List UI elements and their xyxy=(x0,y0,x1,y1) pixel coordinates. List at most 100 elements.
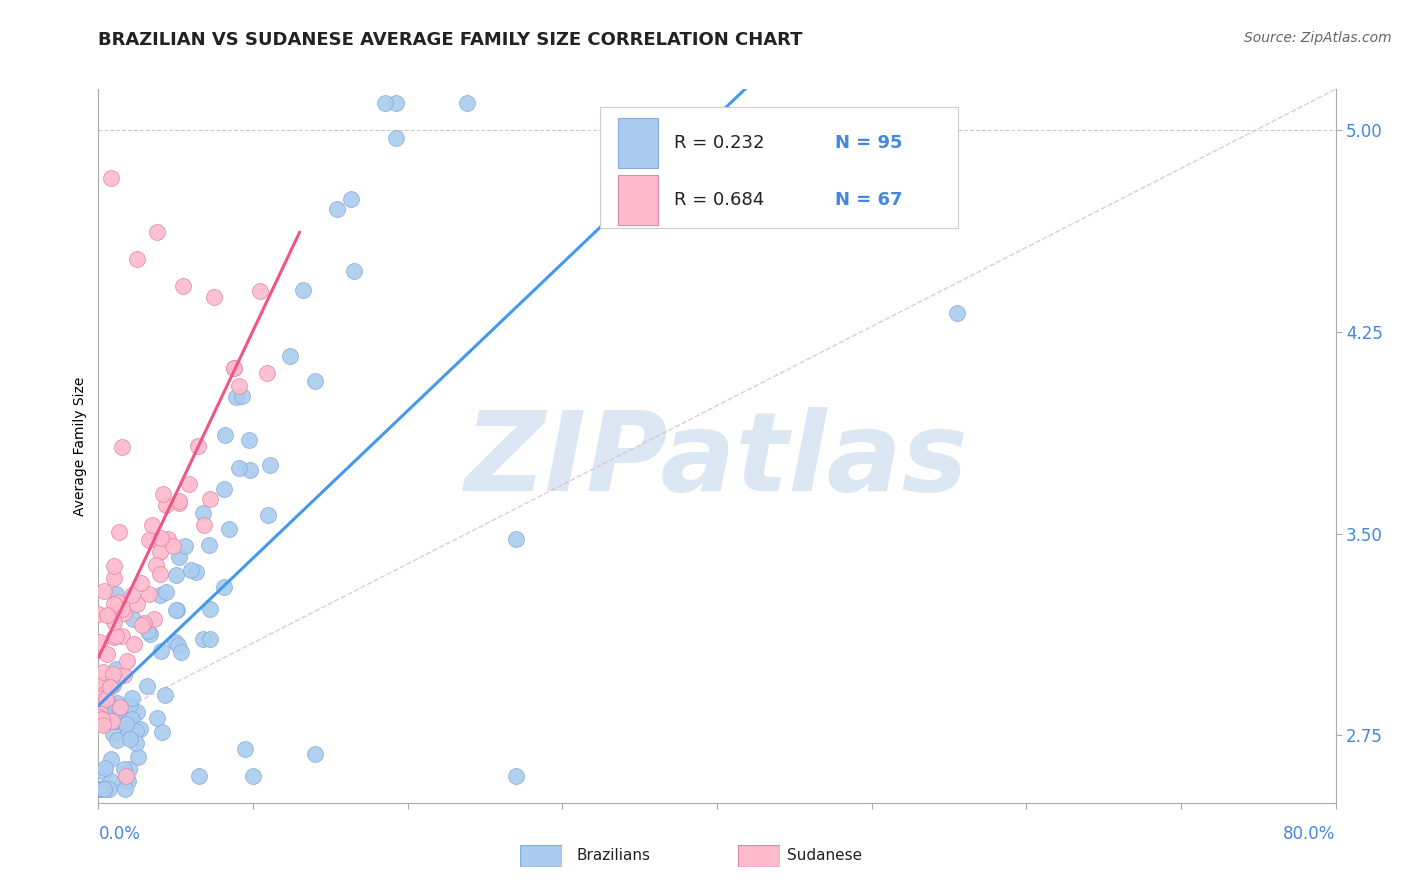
Point xyxy=(120,731,142,746)
Point xyxy=(96,782,118,797)
Point xyxy=(165,568,187,582)
Point xyxy=(96,647,118,661)
Point xyxy=(87,710,110,724)
Point xyxy=(214,580,236,594)
Text: BRAZILIAN VS SUDANESE AVERAGE FAMILY SIZE CORRELATION CHART: BRAZILIAN VS SUDANESE AVERAGE FAMILY SIZ… xyxy=(98,31,803,49)
Point xyxy=(149,588,172,602)
Point xyxy=(233,742,257,756)
Point xyxy=(96,692,118,706)
Point xyxy=(188,769,211,783)
Point xyxy=(145,558,167,573)
Point xyxy=(112,606,135,620)
Point xyxy=(326,202,349,217)
Point xyxy=(163,635,186,649)
Point xyxy=(118,762,141,776)
Point xyxy=(112,667,135,681)
Text: 80.0%: 80.0% xyxy=(1284,825,1336,843)
Point xyxy=(505,769,527,783)
Point xyxy=(125,724,148,739)
Point xyxy=(104,587,127,601)
Point xyxy=(101,727,124,741)
Point xyxy=(138,533,160,548)
Point xyxy=(291,283,314,297)
Point xyxy=(107,595,129,609)
Point xyxy=(228,379,250,393)
Point xyxy=(186,439,208,453)
Point xyxy=(179,477,201,491)
Point xyxy=(121,588,143,602)
Point xyxy=(91,688,114,702)
Point xyxy=(385,95,408,110)
Point xyxy=(200,602,222,616)
Point xyxy=(100,773,122,788)
Point xyxy=(200,491,222,506)
Point xyxy=(214,427,236,442)
Point xyxy=(103,706,125,721)
Point xyxy=(149,567,172,582)
Point xyxy=(91,782,114,797)
Text: Sudanese: Sudanese xyxy=(787,848,862,863)
Point xyxy=(204,289,226,303)
Point xyxy=(93,584,115,599)
Point xyxy=(104,662,127,676)
Point xyxy=(224,361,246,376)
Point xyxy=(167,494,190,508)
Point xyxy=(112,762,135,776)
Point xyxy=(89,782,111,797)
Point xyxy=(256,366,278,380)
Point xyxy=(103,571,125,585)
Point xyxy=(89,634,111,648)
Point xyxy=(125,736,148,750)
Point xyxy=(87,691,110,706)
Point xyxy=(87,607,110,621)
Point xyxy=(191,632,214,646)
Point xyxy=(114,782,136,797)
Point xyxy=(186,565,208,579)
Point xyxy=(111,602,134,616)
Point xyxy=(150,531,173,545)
Point xyxy=(135,679,157,693)
Point xyxy=(170,645,193,659)
FancyBboxPatch shape xyxy=(619,118,658,168)
Point xyxy=(104,714,127,729)
Point xyxy=(93,764,115,779)
Point xyxy=(121,612,143,626)
Point xyxy=(90,677,112,691)
Point xyxy=(145,710,167,724)
Point xyxy=(173,539,195,553)
Text: Brazilians: Brazilians xyxy=(576,848,651,863)
Point xyxy=(180,563,202,577)
Point xyxy=(242,769,264,783)
Point xyxy=(127,705,149,719)
Point xyxy=(129,722,152,736)
Point xyxy=(118,710,141,724)
Text: N = 67: N = 67 xyxy=(835,191,903,209)
Point xyxy=(97,782,120,797)
Point xyxy=(136,624,159,639)
Point xyxy=(115,716,138,731)
Point xyxy=(98,680,121,694)
Point xyxy=(304,374,326,388)
Point xyxy=(100,752,122,766)
Point xyxy=(111,441,132,455)
Point xyxy=(107,668,129,682)
Point xyxy=(259,458,281,472)
Point xyxy=(165,602,187,616)
Point xyxy=(96,703,118,717)
Point xyxy=(222,361,245,376)
Point xyxy=(141,517,163,532)
Point xyxy=(91,665,114,680)
Point xyxy=(98,697,121,711)
Point xyxy=(231,389,253,403)
Point xyxy=(101,678,124,692)
Point xyxy=(121,691,143,706)
Point xyxy=(143,612,166,626)
Point xyxy=(101,667,124,681)
Point xyxy=(105,732,128,747)
Point xyxy=(103,615,125,629)
Point xyxy=(96,607,118,622)
Point xyxy=(117,774,139,789)
Point xyxy=(127,750,149,764)
Point xyxy=(127,252,149,266)
FancyBboxPatch shape xyxy=(619,175,658,225)
